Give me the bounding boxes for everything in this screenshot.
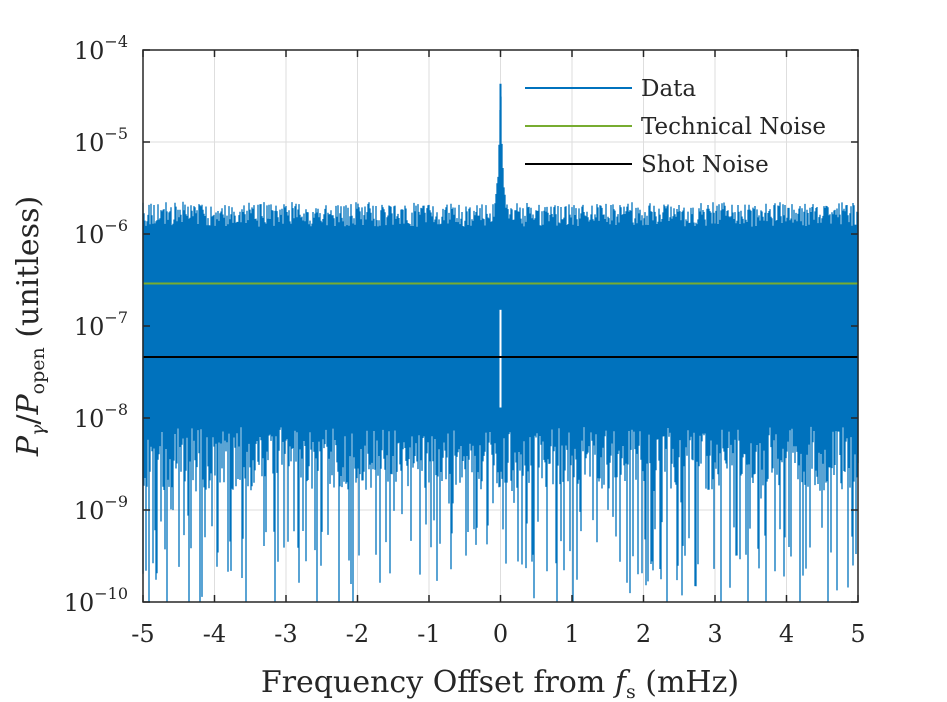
x-tick-labels: -5 -4 -3 -2 -1 0 1 2 3 4 5 (131, 620, 865, 648)
x-axis-label: Frequency Offset from fs (mHz) (261, 665, 739, 702)
y-tick-label: 10−7 (74, 308, 128, 341)
y-tick-label: 10−8 (74, 400, 128, 433)
x-tick-label: 4 (779, 620, 794, 648)
x-tick-label: 5 (850, 620, 865, 648)
legend-label-data: Data (641, 76, 696, 102)
x-tick-label: -5 (131, 620, 154, 648)
y-tick-label: 10−6 (74, 216, 128, 249)
x-tick-label: 3 (707, 620, 722, 648)
x-tick-label: -1 (417, 620, 440, 648)
y-tick-label: 10−10 (64, 584, 128, 617)
y-tick-label: 10−9 (74, 492, 128, 525)
y-tick-label: 10−5 (74, 124, 128, 157)
y-tick-labels: 10−4 10−5 10−6 10−7 10−8 10−9 10−10 (64, 32, 128, 617)
ticks (142, 49, 859, 603)
x-tick-label: -3 (274, 620, 297, 648)
x-tick-label: -2 (346, 620, 369, 648)
y-tick-label: 10−4 (74, 32, 128, 65)
legend: Data Technical Noise Shot Noise (525, 76, 826, 178)
x-tick-label: 0 (493, 620, 508, 648)
x-tick-label: -4 (203, 620, 226, 648)
x-tick-label: 1 (564, 620, 579, 648)
y-axis-label: Pγ/Popen (unitless) (11, 196, 52, 457)
series-data (142, 83, 859, 602)
legend-label-shot-noise: Shot Noise (641, 152, 769, 178)
x-tick-label: 2 (636, 620, 651, 648)
legend-label-technical-noise: Technical Noise (641, 114, 826, 140)
